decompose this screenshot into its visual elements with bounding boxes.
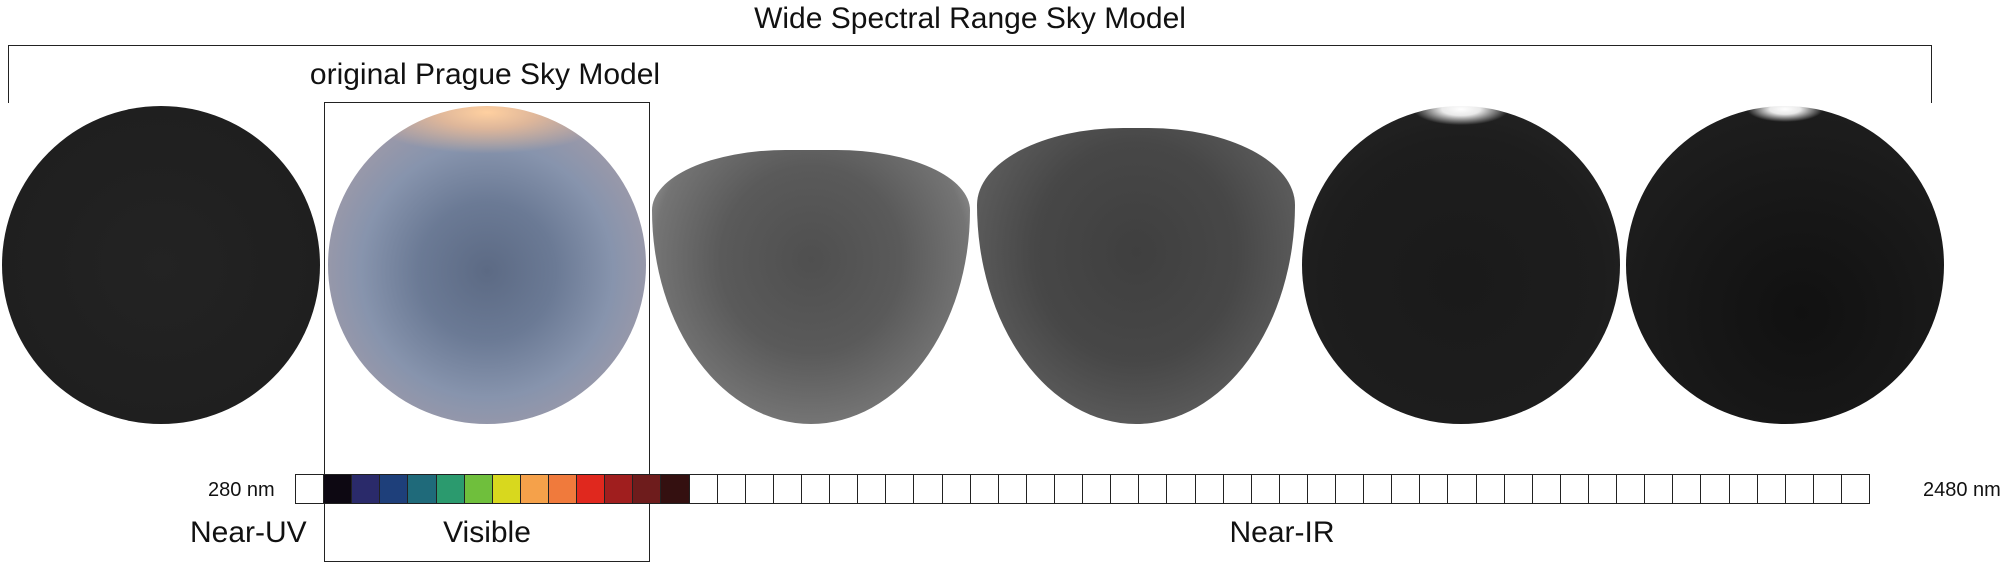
- spectrum-cell: [969, 474, 999, 504]
- spectrum-cell: [1475, 474, 1505, 504]
- spectrum-cell: [351, 474, 381, 504]
- spectrum-cell: [941, 474, 971, 504]
- diagram-title: Wide Spectral Range Sky Model: [754, 2, 1186, 35]
- spectrum-cell: [1025, 474, 1056, 504]
- wide-spectral-range-bracket: [8, 45, 1932, 103]
- spectrum-cell: [379, 474, 409, 504]
- near-uv-sky-render: [2, 106, 320, 424]
- spectrum-cell: [660, 474, 690, 504]
- spectrum-cell: [547, 474, 578, 504]
- spectrum-cell: [1756, 474, 1786, 504]
- spectrum-cell: [1531, 474, 1562, 504]
- spectrum-cell: [1138, 474, 1168, 504]
- spectrum-cell: [1672, 474, 1702, 504]
- spectrum-cell: [463, 474, 493, 504]
- spectrum-cell: [913, 474, 943, 504]
- spectrum-end-label: 2480 nm: [1923, 479, 2001, 501]
- spectrum-cell: [604, 474, 634, 504]
- near-ir-sky-render-3: [1302, 106, 1620, 424]
- near-ir-sky-render-2: [977, 128, 1295, 424]
- spectrum-cell: [491, 474, 522, 504]
- spectrum-cell: [1082, 474, 1112, 504]
- spectrum-cell: [829, 474, 859, 504]
- spectrum-cell: [576, 474, 606, 504]
- spectrum-cell: [1559, 474, 1590, 504]
- spectrum-start-label: 280 nm: [208, 479, 275, 501]
- spectrum-cell: [1110, 474, 1140, 504]
- spectrum-cell: [1728, 474, 1758, 504]
- spectrum-cell: [800, 474, 831, 504]
- spectrum-cell: [519, 474, 550, 504]
- spectrum-cell: [1053, 474, 1084, 504]
- spectrum-cell: [1616, 474, 1646, 504]
- spectrum-cell: [1419, 474, 1449, 504]
- spectrum-cell: [1841, 474, 1871, 504]
- spectrum-cell: [1784, 474, 1815, 504]
- spectrum-cell: [1588, 474, 1618, 504]
- spectrum-cell: [295, 474, 325, 504]
- visible-range-frame: [324, 102, 650, 562]
- spectrum-cell: [1447, 474, 1477, 504]
- spectrum-cell: [716, 474, 746, 504]
- spectrum-cell: [632, 474, 662, 504]
- spectrum-cell: [688, 474, 718, 504]
- spectrum-cell: [1700, 474, 1730, 504]
- spectrum-cell: [857, 474, 887, 504]
- spectrum-bar: [295, 474, 1871, 504]
- near-ir-sky-render-4: [1626, 106, 1944, 424]
- spectrum-cell: [1335, 474, 1365, 504]
- near-uv-label: Near-UV: [190, 516, 307, 549]
- spectrum-cell: [1812, 474, 1843, 504]
- spectrum-cell: [744, 474, 775, 504]
- spectrum-cell: [885, 474, 915, 504]
- near-ir-label: Near-IR: [1229, 516, 1335, 549]
- spectrum-cell: [435, 474, 465, 504]
- spectrum-cell: [1278, 474, 1309, 504]
- spectrum-cell: [1306, 474, 1337, 504]
- spectrum-cell: [997, 474, 1028, 504]
- prague-model-label: original Prague Sky Model: [309, 58, 661, 91]
- spectrum-cell: [1391, 474, 1421, 504]
- spectrum-cell: [1250, 474, 1281, 504]
- spectrum-cell: [1194, 474, 1224, 504]
- spectrum-cell: [772, 474, 803, 504]
- near-ir-sky-render-1: [652, 150, 970, 424]
- visible-label: Visible: [443, 516, 531, 549]
- spectrum-cell: [1363, 474, 1393, 504]
- spectrum-cell: [1222, 474, 1252, 504]
- spectrum-cell: [1503, 474, 1533, 504]
- spectrum-cell: [1644, 474, 1674, 504]
- spectrum-cell: [323, 474, 353, 504]
- spectrum-cell: [1166, 474, 1196, 504]
- spectrum-cell: [407, 474, 437, 504]
- visible-sky-render: [328, 106, 646, 424]
